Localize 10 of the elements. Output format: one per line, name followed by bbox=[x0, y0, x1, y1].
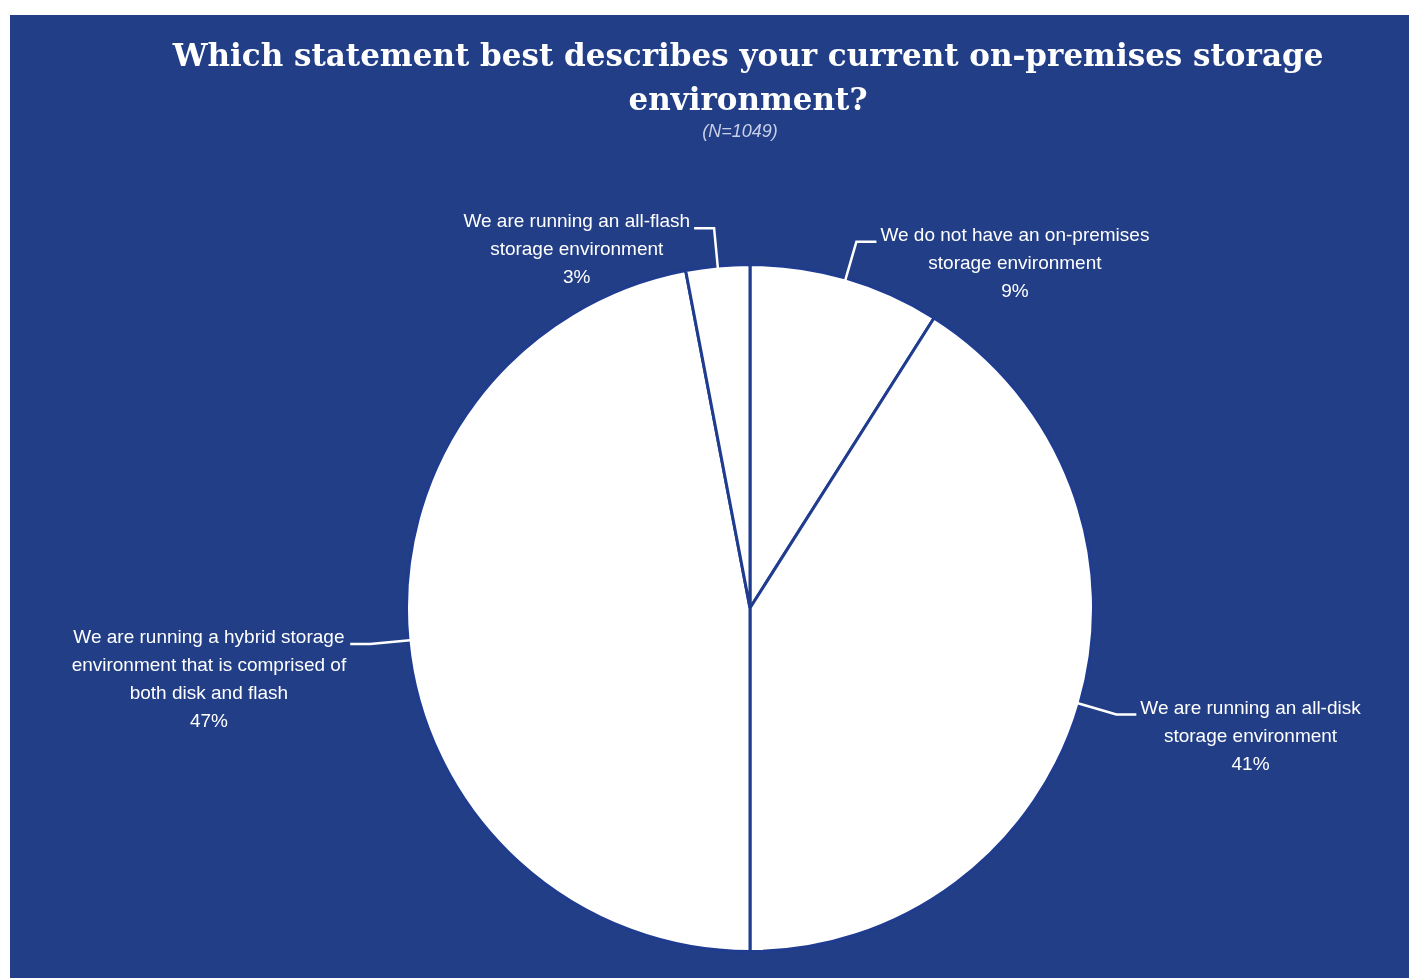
data-label: 41% bbox=[1231, 752, 1270, 774]
data-label: 3% bbox=[563, 266, 591, 288]
slice-label: We do not have an on-premises storage environment bbox=[880, 223, 1150, 273]
chart-subtitle: (N=1049) bbox=[701, 121, 779, 142]
chart-title: Which statement best describes your current on-premises storage environment? bbox=[171, 36, 1325, 119]
data-label: 47% bbox=[189, 710, 229, 732]
slice-label: We are running an all-flash storage environment bbox=[463, 210, 691, 260]
slice-label: We are running a hybrid storage environment that is comprised of both disk and flash bbox=[71, 626, 347, 704]
data-label: 9% bbox=[1001, 279, 1029, 301]
slice-label: We are running an all-disk storage environment bbox=[1140, 696, 1362, 746]
